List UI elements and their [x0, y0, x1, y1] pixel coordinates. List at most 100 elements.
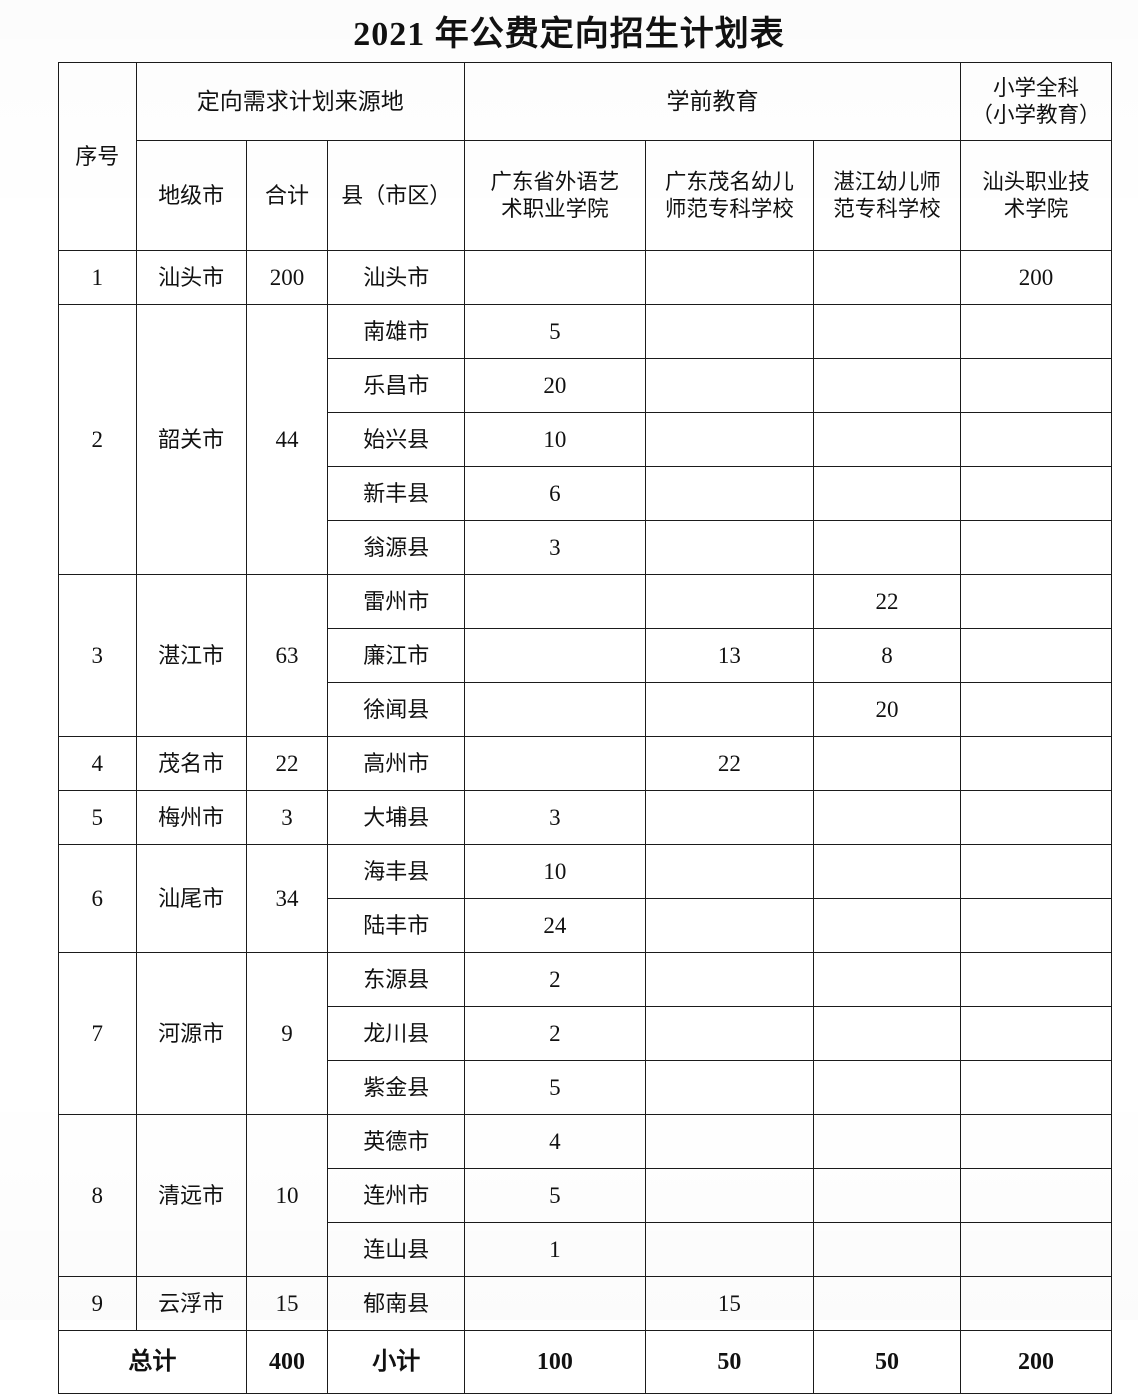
cell-quota-school1: 2: [464, 1006, 646, 1061]
cell-subtotal-school1: 100: [464, 1330, 646, 1394]
table-row: 8 清远市 10 英德市 4: [58, 1114, 1113, 1277]
cell-county: 高州市: [327, 736, 466, 791]
cell-city-total: 9: [245, 952, 329, 1115]
cell-quota-school1: [464, 736, 646, 791]
header-prefecture-city: 地级市: [135, 140, 247, 251]
cell-grand-total-value: 400: [245, 1330, 329, 1394]
cell-county: 廉江市: [327, 628, 466, 683]
cell-seq: 8: [58, 1114, 137, 1277]
cell-quota-school3: 8: [813, 628, 961, 683]
cell-seq: 6: [58, 844, 137, 953]
table-row: 5 梅州市 3 大埔县 3: [58, 790, 1113, 845]
cell-county: 南雄市: [327, 304, 466, 359]
cell-quota-school1: 5: [464, 1060, 646, 1115]
cell-quota-school1: 10: [464, 844, 646, 899]
cell-quota-school4: [959, 1006, 1113, 1061]
cell-county: 雷州市: [327, 574, 466, 629]
cell-subtotal-label: 小计: [327, 1330, 466, 1394]
cell-quota-school1: 5: [464, 1168, 646, 1223]
header-school-gdwy: 广东省外语艺 术职业学院: [464, 140, 646, 251]
cell-quota-school2: [644, 844, 815, 899]
cell-quota-school4: [959, 574, 1113, 629]
cell-quota-school4: [959, 1222, 1113, 1277]
header-school-zhanjiang: 湛江幼儿师 范专科学校: [813, 140, 961, 251]
cell-quota-school1: 5: [464, 304, 646, 359]
table-row: 陆丰市 24: [59, 898, 1113, 953]
cell-quota-school3: [813, 250, 961, 305]
table-row: 廉江市 13 8: [59, 628, 1113, 683]
cell-county: 乐昌市: [327, 358, 466, 413]
cell-subtotal-school2: 50: [644, 1330, 815, 1394]
header-seq: 序号: [58, 62, 137, 251]
cell-quota-school2: [644, 1006, 815, 1061]
table-row: 3 湛江市 63 雷州市 22: [58, 574, 1113, 737]
cell-quota-school3: [813, 736, 961, 791]
header-preschool-group: 学前教育: [464, 62, 961, 141]
cell-quota-school3: [813, 358, 961, 413]
cell-county: 东源县: [327, 952, 466, 1007]
cell-quota-school2: [644, 682, 815, 737]
cell-city-total: 15: [245, 1276, 329, 1331]
table-total-row: 总计 400 小计 100 50 50 200: [58, 1330, 1113, 1394]
cell-quota-school1: [464, 1276, 646, 1331]
cell-quota-school1: 24: [464, 898, 646, 953]
cell-county: 海丰县: [327, 844, 466, 899]
cell-seq: 5: [58, 790, 137, 845]
cell-quota-school2: [644, 1060, 815, 1115]
cell-city-total: 3: [245, 790, 329, 845]
admissions-plan-table: 序号 定向需求计划来源地 学前教育 小学全科 （小学教育） 地级市 合计 县（市区） 广东省外语…: [58, 62, 1113, 1394]
cell-quota-school2: [644, 304, 815, 359]
cell-city-total: 200: [245, 250, 329, 305]
cell-county: 汕头市: [327, 250, 466, 305]
cell-subtotal-school3: 50: [813, 1330, 961, 1394]
cell-city-total: 10: [245, 1114, 329, 1277]
cell-quota-school4: 200: [959, 250, 1113, 305]
table-row: 乐昌市 20: [59, 358, 1113, 413]
header-school-shantou: 汕头职业技 术学院: [959, 140, 1113, 251]
cell-seq: 2: [58, 304, 137, 575]
table-row: 徐闻县 20: [59, 682, 1113, 737]
cell-quota-school1: 4: [464, 1114, 646, 1169]
cell-prefecture-city: 云浮市: [135, 1276, 247, 1331]
cell-seq: 1: [58, 250, 137, 305]
cell-quota-school3: [813, 1114, 961, 1169]
cell-quota-school2: [644, 1222, 815, 1277]
cell-county: 翁源县: [327, 520, 466, 575]
cell-quota-school1: 1: [464, 1222, 646, 1277]
table-row: 7 河源市 9 东源县 2: [58, 952, 1113, 1115]
cell-seq: 3: [58, 574, 137, 737]
cell-quota-school3: [813, 1222, 961, 1277]
cell-county: 连山县: [327, 1222, 466, 1277]
cell-quota-school3: [813, 898, 961, 953]
cell-quota-school3: [813, 1006, 961, 1061]
cell-quota-school4: [959, 358, 1113, 413]
cell-quota-school3: [813, 952, 961, 1007]
cell-county: 陆丰市: [327, 898, 466, 953]
cell-quota-school2: 15: [644, 1276, 815, 1331]
cell-quota-school4: [959, 898, 1113, 953]
cell-grand-total-label: 总计: [58, 1330, 247, 1394]
cell-quota-school2: [644, 574, 815, 629]
cell-prefecture-city: 梅州市: [135, 790, 247, 845]
cell-quota-school4: [959, 412, 1113, 467]
table-row: 4 茂名市 22 高州市 22: [58, 736, 1113, 791]
cell-seq: 4: [58, 736, 137, 791]
cell-quota-school3: [813, 466, 961, 521]
cell-quota-school2: [644, 412, 815, 467]
cell-quota-school4: [959, 628, 1113, 683]
cell-quota-school4: [959, 1114, 1113, 1169]
table-row: 1 汕头市 200 汕头市 200: [58, 250, 1113, 305]
cell-prefecture-city: 汕头市: [135, 250, 247, 305]
cell-quota-school1: 2: [464, 952, 646, 1007]
table-row: 紫金县 5: [59, 1060, 1113, 1115]
table-row: 2 韶关市 44 南雄市 5: [58, 304, 1113, 575]
cell-city-total: 34: [245, 844, 329, 953]
cell-quota-school2: [644, 520, 815, 575]
cell-quota-school2: 13: [644, 628, 815, 683]
cell-quota-school3: [813, 520, 961, 575]
cell-quota-school4: [959, 682, 1113, 737]
cell-quota-school4: [959, 736, 1113, 791]
table-row: 6 汕尾市 34 海丰县 10: [58, 844, 1113, 953]
cell-quota-school2: [644, 466, 815, 521]
cell-city-total: 63: [245, 574, 329, 737]
